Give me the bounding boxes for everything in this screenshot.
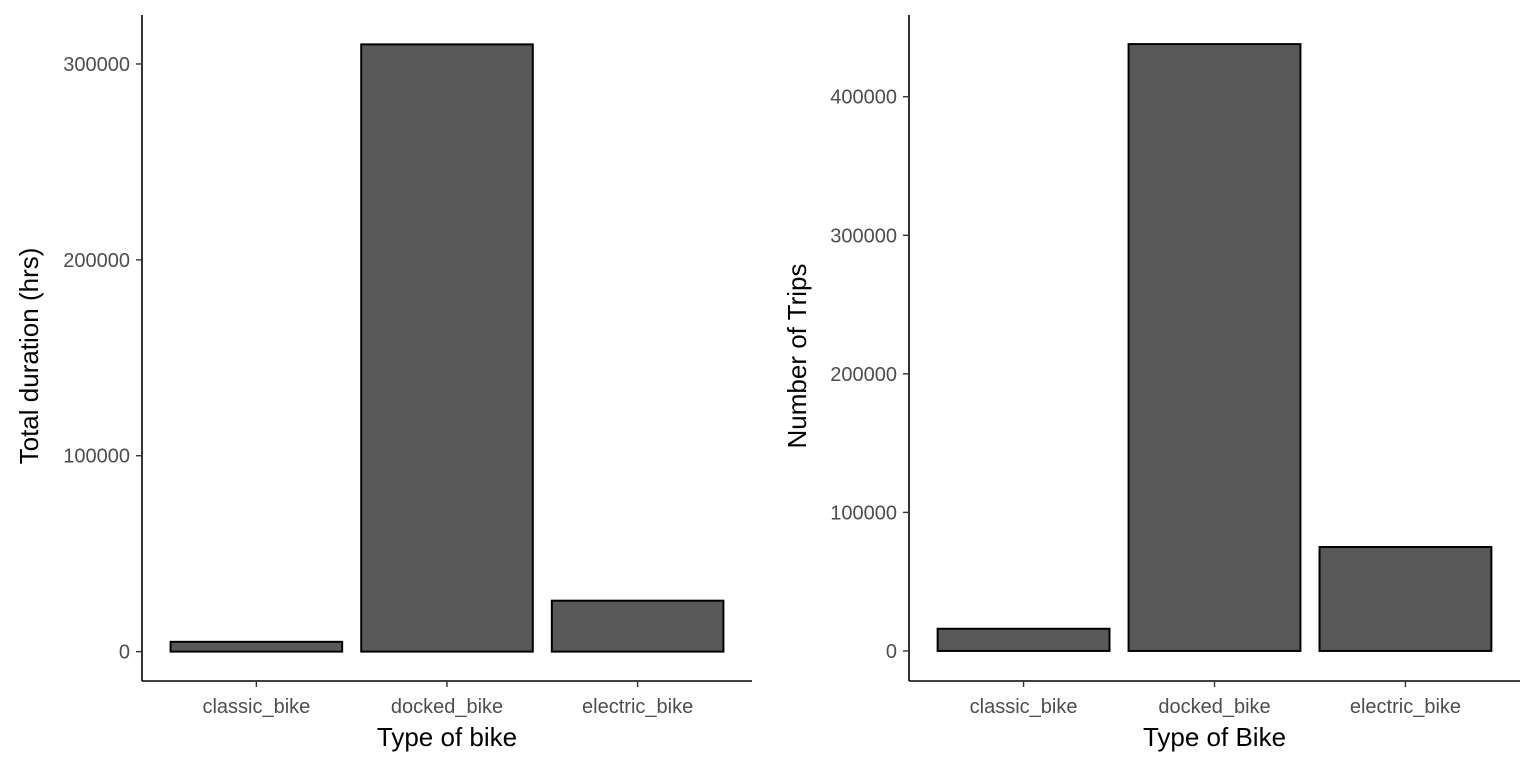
- bar-docked-bike: [1127, 43, 1302, 652]
- y-axis-title: Number of Trips: [782, 264, 812, 449]
- trips-chart-panel: 0 100000 200000 300000 400000 classic_bike doc…: [782, 15, 1520, 752]
- bar-electric-bike: [1318, 546, 1493, 652]
- x-axis-title: Type of Bike: [1143, 722, 1286, 752]
- x-tick-label: electric_bike: [1350, 696, 1461, 718]
- bar-classic-bike: [936, 627, 1111, 652]
- x-tick-label: electric_bike: [582, 696, 693, 718]
- y-tick-label: 200000: [830, 364, 897, 386]
- y-axis-title: Total duration (hrs): [14, 248, 44, 465]
- x-tick-label: classic_bike: [970, 696, 1078, 718]
- y-tick-label: 0: [886, 641, 897, 663]
- y-tick-label: 400000: [830, 87, 897, 109]
- y-tick-label: 100000: [830, 502, 897, 524]
- duration-chart-panel: 0 100000 200000 300000 classic_bike docked_bi…: [14, 15, 752, 752]
- y-tick-label: 100000: [63, 446, 130, 468]
- bar-electric-bike: [550, 599, 725, 653]
- y-tick-label: 200000: [63, 250, 130, 272]
- bar-docked-bike: [360, 43, 534, 653]
- x-tick-label: docked_bike: [1158, 696, 1270, 718]
- x-tick-label: classic_bike: [202, 696, 310, 718]
- y-tick-label: 0: [119, 642, 130, 664]
- bar-classic-bike: [169, 640, 344, 653]
- x-axis-title: Type of bike: [377, 722, 517, 752]
- y-tick-label: 300000: [830, 225, 897, 247]
- y-tick-label: 300000: [63, 54, 130, 76]
- x-tick-label: docked_bike: [391, 696, 503, 718]
